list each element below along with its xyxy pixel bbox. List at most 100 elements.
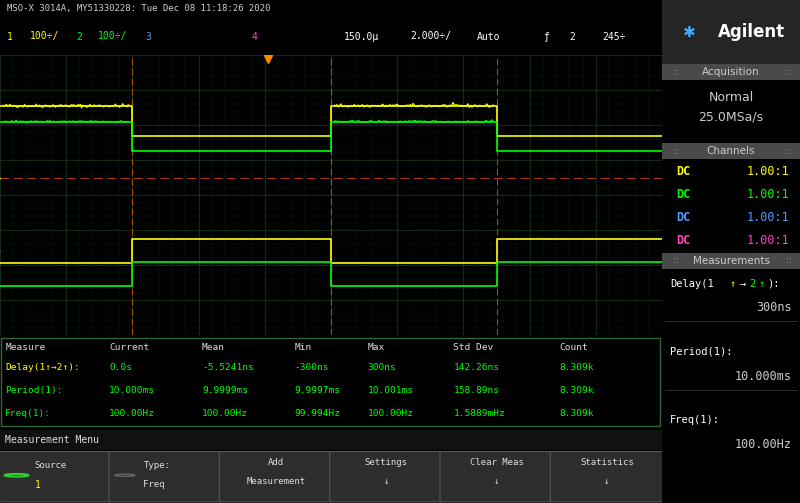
FancyBboxPatch shape — [440, 452, 553, 502]
Text: 100.00Hz: 100.00Hz — [734, 438, 792, 451]
Text: Freq(1):: Freq(1): — [6, 409, 51, 418]
Text: 1.00:1: 1.00:1 — [746, 234, 789, 247]
Text: DC: DC — [676, 188, 690, 201]
Text: 1: 1 — [34, 480, 40, 490]
Text: 100.00Hz: 100.00Hz — [202, 409, 248, 418]
Text: Mean: Mean — [202, 343, 225, 352]
Text: Auto: Auto — [477, 32, 500, 42]
Text: DC: DC — [676, 164, 690, 178]
FancyBboxPatch shape — [2, 338, 660, 426]
Text: 300ns: 300ns — [367, 364, 396, 373]
Text: Measure: Measure — [6, 343, 46, 352]
Text: 100.00Hz: 100.00Hz — [110, 409, 155, 418]
Text: 158.89ns: 158.89ns — [454, 386, 499, 395]
Text: Source: Source — [34, 461, 66, 469]
Text: 100÷/: 100÷/ — [98, 32, 127, 42]
Text: 99.994Hz: 99.994Hz — [294, 409, 341, 418]
Text: Channels: Channels — [706, 146, 755, 156]
FancyBboxPatch shape — [662, 64, 800, 80]
Text: Std Dev: Std Dev — [454, 343, 494, 352]
Text: 1.00:1: 1.00:1 — [746, 188, 789, 201]
Text: 1: 1 — [6, 32, 13, 42]
FancyBboxPatch shape — [109, 452, 222, 502]
Text: -5.5241ns: -5.5241ns — [202, 364, 254, 373]
Text: Current: Current — [110, 343, 150, 352]
Text: Measurements: Measurements — [693, 256, 770, 266]
Text: →: → — [739, 279, 746, 289]
Text: Measurement Menu: Measurement Menu — [6, 435, 99, 445]
Text: Min: Min — [294, 343, 312, 352]
Text: ↑: ↑ — [730, 279, 736, 289]
Text: ):: ): — [767, 279, 779, 289]
Text: 3: 3 — [146, 32, 151, 42]
FancyBboxPatch shape — [0, 452, 112, 502]
FancyBboxPatch shape — [219, 452, 332, 502]
Text: 25.0MSa/s: 25.0MSa/s — [698, 111, 763, 124]
Text: 8.309k: 8.309k — [559, 409, 594, 418]
Text: ::: :: — [673, 256, 678, 265]
Text: Agilent: Agilent — [718, 23, 786, 41]
Text: 1.00:1: 1.00:1 — [746, 211, 789, 224]
Text: Count: Count — [559, 343, 588, 352]
Text: Max: Max — [367, 343, 385, 352]
Text: MSO-X 3014A, MY51330228: Tue Dec 08 11:18:26 2020: MSO-X 3014A, MY51330228: Tue Dec 08 11:1… — [6, 5, 270, 14]
Text: Statistics: Statistics — [580, 458, 634, 467]
Text: Measurement: Measurement — [246, 477, 306, 485]
FancyBboxPatch shape — [550, 452, 663, 502]
Text: Add: Add — [268, 458, 284, 467]
Text: DC: DC — [676, 234, 690, 247]
FancyBboxPatch shape — [330, 452, 442, 502]
Text: 8.309k: 8.309k — [559, 386, 594, 395]
Text: 142.26ns: 142.26ns — [454, 364, 499, 373]
FancyBboxPatch shape — [0, 430, 662, 451]
Text: ::: :: — [786, 68, 792, 77]
Text: ↑: ↑ — [758, 279, 765, 289]
Text: 100.00Hz: 100.00Hz — [367, 409, 414, 418]
Text: Period(1):: Period(1): — [670, 347, 733, 357]
Text: 1.5889mHz: 1.5889mHz — [454, 409, 506, 418]
Text: 2: 2 — [749, 279, 755, 289]
Text: Clear Meas: Clear Meas — [470, 458, 523, 467]
Text: Delay(1: Delay(1 — [670, 279, 714, 289]
Text: 1.00:1: 1.00:1 — [746, 164, 789, 178]
Text: 10.000ms: 10.000ms — [734, 370, 792, 382]
Text: Settings: Settings — [365, 458, 408, 467]
Text: 100÷/: 100÷/ — [30, 32, 59, 42]
Text: ƒ: ƒ — [543, 32, 549, 42]
Text: Freq(1):: Freq(1): — [670, 415, 720, 425]
Text: 8.309k: 8.309k — [559, 364, 594, 373]
Text: ↓: ↓ — [494, 477, 499, 485]
Text: 245÷: 245÷ — [602, 32, 626, 42]
Text: 2: 2 — [570, 32, 575, 42]
Text: 300ns: 300ns — [756, 301, 792, 314]
Text: 4: 4 — [251, 32, 258, 42]
Text: 0.0s: 0.0s — [110, 364, 132, 373]
Text: Acquisition: Acquisition — [702, 67, 760, 77]
Text: 2.000÷/: 2.000÷/ — [410, 32, 451, 42]
FancyBboxPatch shape — [662, 159, 800, 253]
Text: Normal: Normal — [708, 91, 754, 104]
Text: -300ns: -300ns — [294, 364, 329, 373]
FancyBboxPatch shape — [662, 269, 800, 503]
Text: 10.000ms: 10.000ms — [110, 386, 155, 395]
Text: ✱: ✱ — [683, 25, 696, 40]
Text: ::: :: — [673, 147, 678, 156]
FancyBboxPatch shape — [662, 253, 800, 269]
Text: 10.001ms: 10.001ms — [367, 386, 414, 395]
Text: Freq: Freq — [143, 480, 165, 489]
Text: DC: DC — [676, 211, 690, 224]
FancyBboxPatch shape — [662, 80, 800, 143]
FancyBboxPatch shape — [662, 143, 800, 159]
FancyBboxPatch shape — [662, 0, 800, 64]
Text: ::: :: — [786, 256, 792, 265]
Text: Delay(1↑→2↑):: Delay(1↑→2↑): — [6, 364, 80, 373]
Text: 150.0µ: 150.0µ — [344, 32, 379, 42]
Text: 9.9997ms: 9.9997ms — [294, 386, 341, 395]
Text: Period(1):: Period(1): — [6, 386, 62, 395]
Text: ↓: ↓ — [604, 477, 610, 485]
Text: Type:: Type: — [143, 461, 170, 469]
Text: ↓: ↓ — [383, 477, 389, 485]
Text: 9.9999ms: 9.9999ms — [202, 386, 248, 395]
Text: 2: 2 — [76, 32, 82, 42]
Text: ::: :: — [673, 68, 678, 77]
